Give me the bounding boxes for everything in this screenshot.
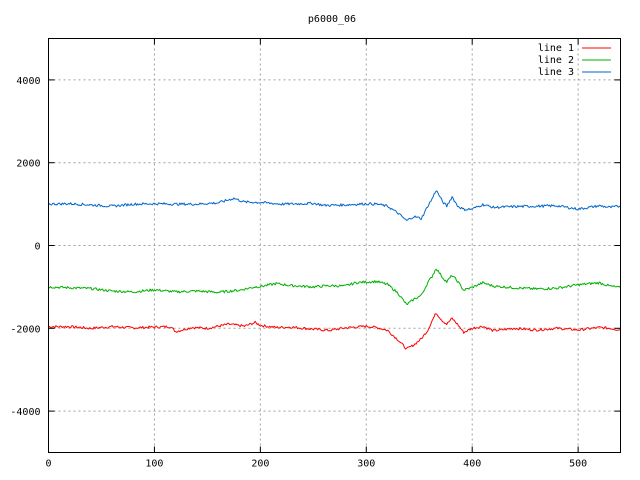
y-tick-label: 4000 bbox=[16, 76, 40, 87]
series-lines bbox=[48, 190, 621, 350]
axis-ticks: 0 100 200 300 400 500 -4000 -2000 0 2000 4000 bbox=[10, 38, 621, 470]
y-tick-label: 2000 bbox=[16, 159, 40, 170]
x-tick-label: 400 bbox=[463, 459, 481, 470]
legend-label: line 1 bbox=[538, 43, 574, 54]
legend-label: line 2 bbox=[538, 55, 574, 66]
series-line-1 bbox=[48, 313, 621, 350]
y-tick-label: -4000 bbox=[10, 407, 40, 418]
series-line-2 bbox=[48, 268, 621, 305]
x-tick-label: 300 bbox=[357, 459, 375, 470]
chart-title: p6000_06 bbox=[308, 14, 356, 25]
grid-lines bbox=[48, 38, 621, 453]
x-tick-label: 500 bbox=[569, 459, 587, 470]
series-line-3 bbox=[48, 190, 621, 221]
legend-label: line 3 bbox=[538, 67, 574, 78]
y-tick-label: -2000 bbox=[10, 324, 40, 335]
x-tick-label: 100 bbox=[145, 459, 163, 470]
x-tick-label: 200 bbox=[251, 459, 269, 470]
y-tick-label: 0 bbox=[34, 242, 40, 253]
x-tick-label: 0 bbox=[45, 459, 51, 470]
plot-frame bbox=[48, 38, 621, 453]
